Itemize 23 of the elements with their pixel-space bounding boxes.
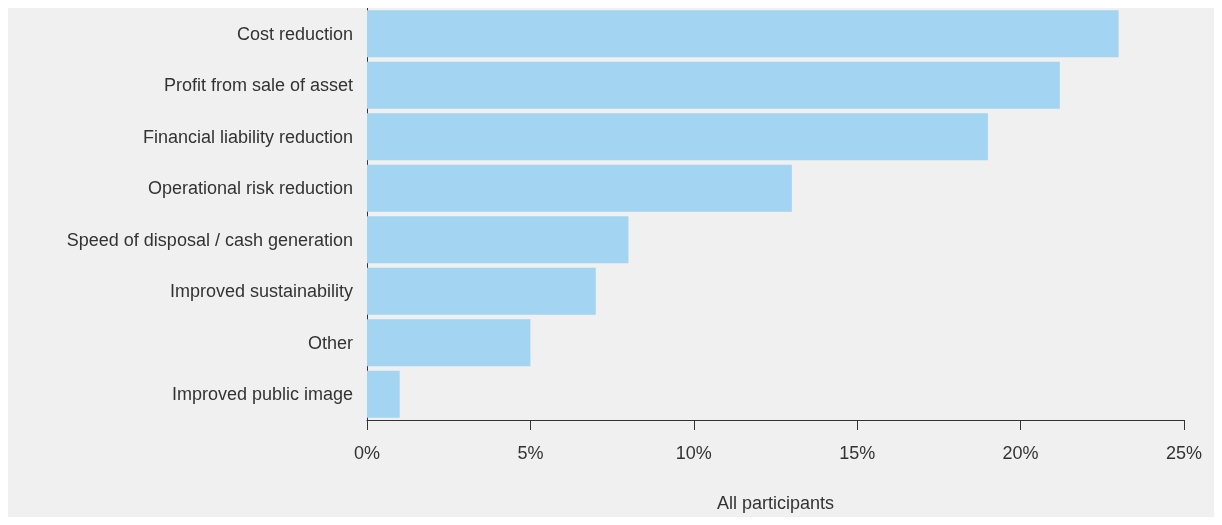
- y-tick-label: Cost reduction: [236, 23, 353, 44]
- x-tick-label: 0%: [353, 443, 381, 463]
- x-tick-label: 5%: [517, 443, 544, 463]
- y-tick-label: Financial liability reduction: [142, 126, 353, 147]
- bar: [367, 267, 596, 315]
- bar: [367, 164, 792, 212]
- y-tick-label: Improved sustainability: [169, 281, 353, 302]
- bar: [367, 370, 400, 418]
- x-tick-label: 25%: [1165, 443, 1203, 463]
- bar: [367, 216, 629, 264]
- y-tick-label: Other: [307, 332, 353, 353]
- x-tick-label: 15%: [839, 443, 876, 463]
- y-tick-label: Profit from sale of asset: [163, 75, 353, 96]
- x-tick-label: 10%: [675, 443, 712, 463]
- y-tick-label: Improved public image: [171, 384, 353, 405]
- x-tick-label: 20%: [1002, 443, 1039, 463]
- bar: [367, 113, 988, 161]
- bar: [367, 10, 1119, 58]
- y-tick-label: Operational risk reduction: [147, 178, 353, 199]
- y-tick-label: Speed of disposal / cash generation: [66, 229, 353, 250]
- bar: [367, 61, 1060, 109]
- x-axis-title: All participants: [716, 493, 835, 513]
- bar: [367, 319, 531, 367]
